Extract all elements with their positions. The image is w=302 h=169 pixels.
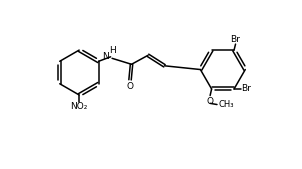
Text: O: O: [127, 82, 133, 91]
Text: N: N: [102, 52, 108, 61]
Text: Br: Br: [231, 34, 240, 43]
Text: NO₂: NO₂: [70, 102, 88, 112]
Text: H: H: [109, 46, 115, 55]
Text: Br: Br: [242, 84, 251, 93]
Text: O: O: [207, 97, 214, 106]
Text: CH₃: CH₃: [218, 100, 234, 109]
